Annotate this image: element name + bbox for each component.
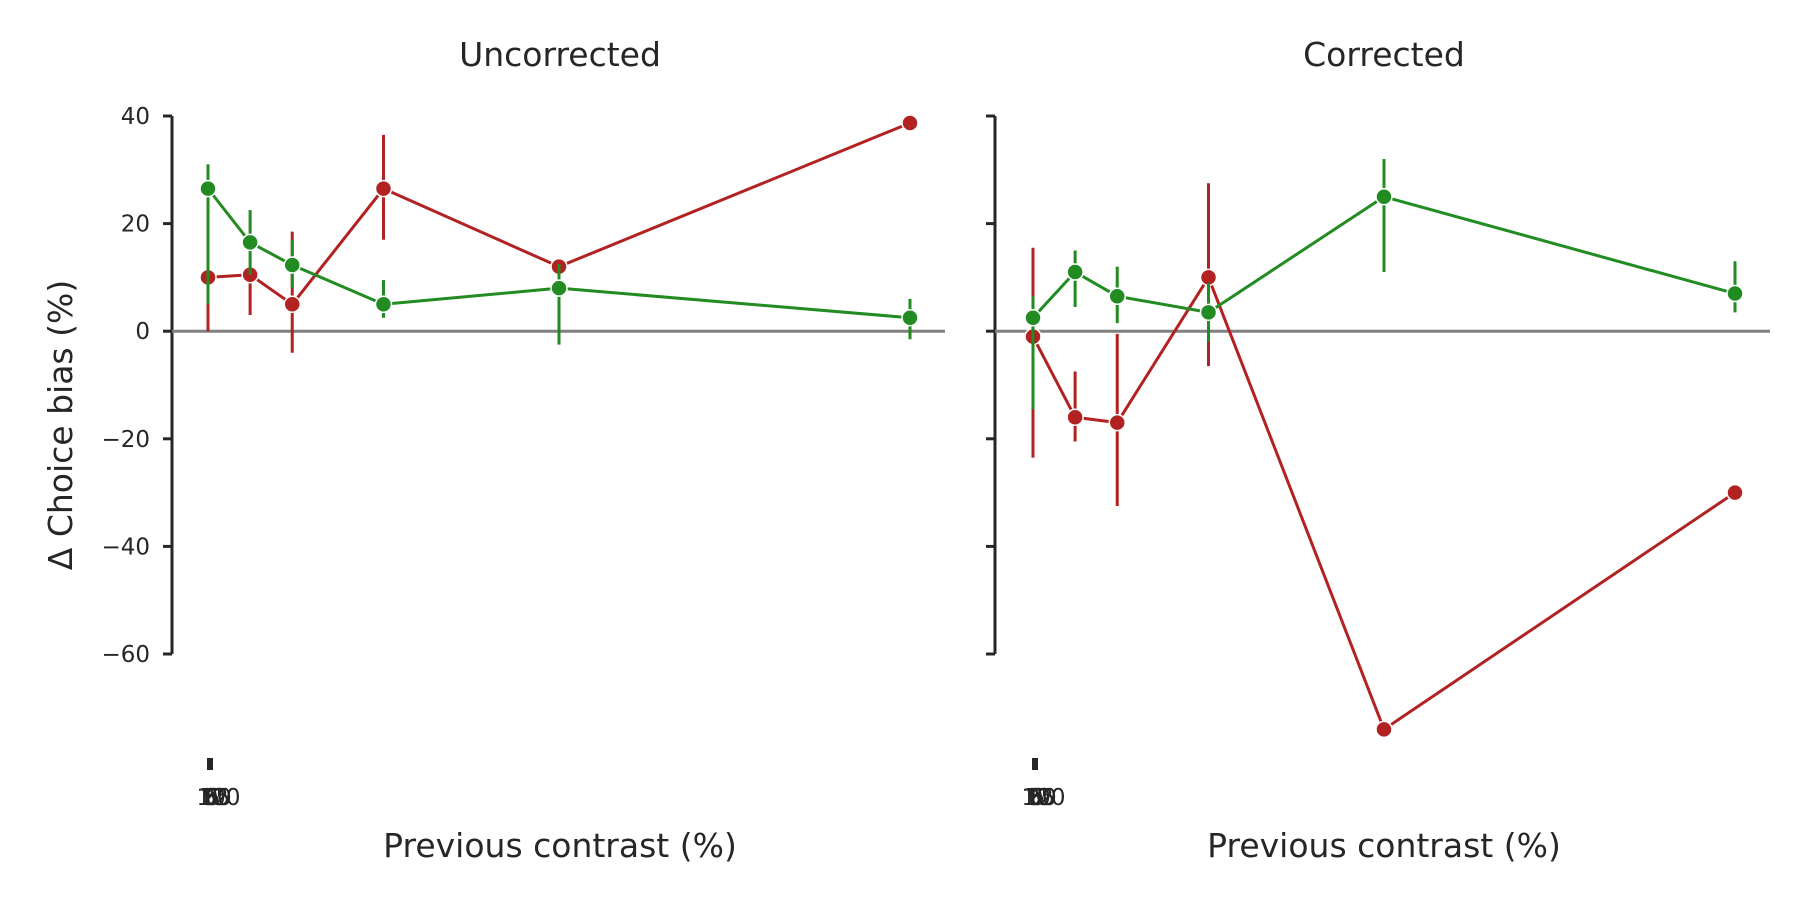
y-axis-label: Δ Choice bias (%) xyxy=(41,280,80,570)
series-line xyxy=(1031,195,1736,319)
x-tick-label: 100 xyxy=(197,785,241,811)
x-axis-label: Previous contrast (%) xyxy=(1207,826,1561,865)
x-tick-label: 0 xyxy=(1029,785,1044,811)
data-point xyxy=(1375,720,1393,739)
data-point xyxy=(283,256,301,274)
data-point xyxy=(241,233,259,252)
x-tick-label: 50 xyxy=(202,785,231,811)
x-tick-label: 50 xyxy=(1027,785,1056,811)
data-point xyxy=(199,179,217,198)
x-tick-label: 12 xyxy=(1024,785,1053,811)
data-point xyxy=(1108,287,1126,305)
y-tick-label: −40 xyxy=(101,534,150,560)
series-line xyxy=(206,187,911,320)
y-tick-label: 40 xyxy=(121,104,150,130)
x-tick-label: 6 xyxy=(1030,785,1045,811)
data-point xyxy=(374,295,393,314)
panel-uncorrected: Uncorrected40200−20−40−6006122550100Prev… xyxy=(101,35,945,865)
data-point xyxy=(1066,263,1084,281)
panel-title: Uncorrected xyxy=(459,35,661,74)
data-point xyxy=(550,279,568,297)
x-tick-label: 12 xyxy=(199,785,228,811)
series-red xyxy=(1024,183,1744,739)
data-point xyxy=(1726,284,1744,303)
data-point xyxy=(1726,483,1744,502)
data-point xyxy=(283,295,301,314)
data-point xyxy=(1199,303,1218,322)
series-green xyxy=(199,164,919,345)
series-line xyxy=(1031,275,1736,731)
panel-title: Corrected xyxy=(1303,35,1465,74)
series-green xyxy=(1024,159,1744,410)
data-point xyxy=(1024,309,1042,327)
y-tick-label: −20 xyxy=(101,427,150,453)
x-tick-label: 0 xyxy=(204,785,219,811)
y-tick-label: 0 xyxy=(135,319,150,345)
x-tick-label: 6 xyxy=(205,785,220,811)
data-point xyxy=(1066,408,1084,427)
data-point xyxy=(1108,413,1126,432)
x-tick-label: 25 xyxy=(201,785,230,811)
data-point xyxy=(1375,187,1393,206)
x-tick-label: 25 xyxy=(1026,785,1055,811)
data-point xyxy=(901,114,919,132)
data-point xyxy=(374,179,393,198)
y-tick-label: −60 xyxy=(101,642,150,668)
y-tick-label: 20 xyxy=(121,212,150,238)
data-point xyxy=(901,309,919,327)
x-tick-label: 100 xyxy=(1022,785,1066,811)
x-axis-label: Previous contrast (%) xyxy=(383,826,737,865)
